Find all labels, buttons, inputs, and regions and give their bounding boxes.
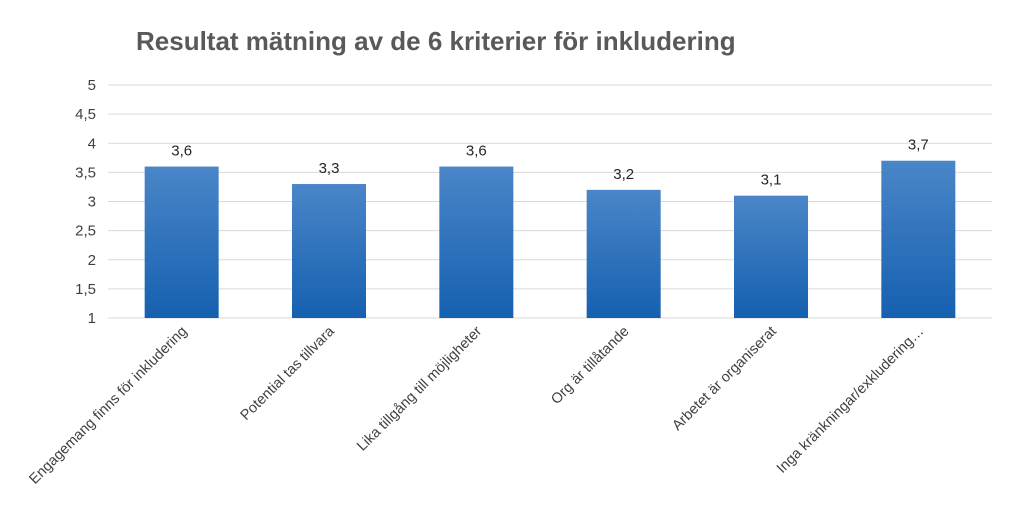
y-tick-label: 1,5 xyxy=(75,281,96,298)
bar xyxy=(881,160,956,318)
chart-title: Resultat mätning av de 6 kriterier för i… xyxy=(136,26,736,56)
bar xyxy=(734,195,808,318)
bar xyxy=(292,184,366,318)
y-tick-label: 5 xyxy=(88,77,96,94)
data-label: 3,1 xyxy=(761,172,782,189)
y-tick-label: 3,5 xyxy=(75,164,96,181)
y-tick-label: 3 xyxy=(88,194,96,211)
x-tick-label: Potential tas tillvara xyxy=(238,323,339,424)
bar xyxy=(439,166,514,318)
x-tick-label: Inga kränkningar/exkludering… xyxy=(774,324,927,477)
y-tick-label: 1 xyxy=(88,310,96,327)
x-tick-label: Arbetet är organiserat xyxy=(669,324,779,434)
y-tick-label: 4,5 xyxy=(75,106,96,123)
data-label: 3,3 xyxy=(319,160,340,177)
x-tick-label: Org är tillåtande xyxy=(548,324,632,408)
bar xyxy=(586,189,661,318)
data-label: 3,2 xyxy=(613,166,634,183)
y-tick-label: 2 xyxy=(88,252,96,269)
x-tick-label: Lika tillgång till möjligheter xyxy=(354,323,485,454)
y-tick-label: 2,5 xyxy=(75,223,96,240)
y-tick-label: 4 xyxy=(88,135,96,152)
data-label: 3,6 xyxy=(466,143,487,160)
x-tick-label: Engagemang finns för inkludering xyxy=(26,324,190,488)
data-label: 3,7 xyxy=(908,137,929,154)
bar xyxy=(144,166,219,318)
data-label: 3,6 xyxy=(171,143,192,160)
